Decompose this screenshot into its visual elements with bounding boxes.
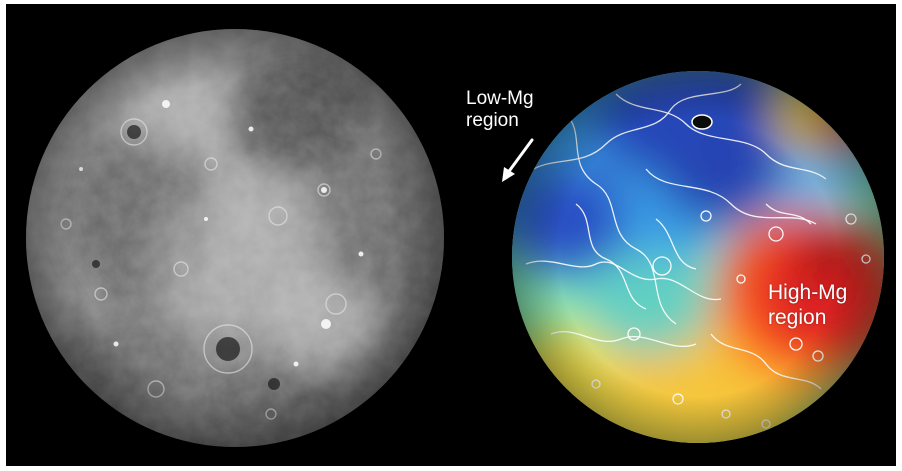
low-mg-label: Low-Mg region: [466, 88, 534, 131]
figure-canvas: Low-Mg region High-Mg region: [6, 4, 896, 466]
grayscale-globe: [26, 29, 444, 447]
planet-illustration: [26, 29, 884, 447]
low-mg-arrow: [502, 138, 534, 182]
high-mg-label: High-Mg region: [768, 281, 848, 329]
false-color-globe: [512, 71, 884, 443]
